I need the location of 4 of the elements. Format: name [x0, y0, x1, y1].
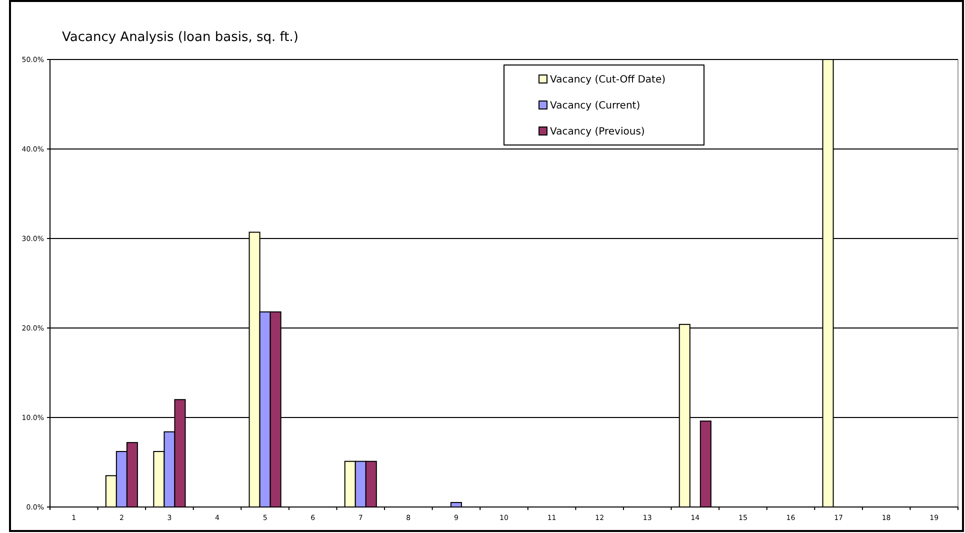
legend-label: Vacancy (Previous) — [550, 126, 645, 138]
legend-label: Vacancy (Cut-Off Date) — [550, 74, 666, 86]
chart-title: Vacancy Analysis (loan basis, sq. ft.) — [62, 30, 298, 45]
legend-label: Vacancy (Current) — [550, 100, 640, 112]
